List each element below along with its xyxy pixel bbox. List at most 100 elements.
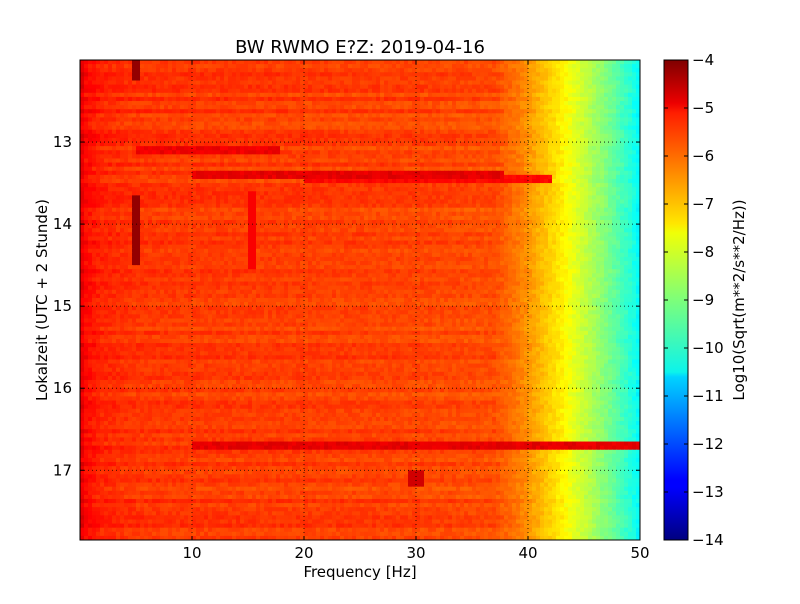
heatmap-cell — [504, 195, 509, 201]
heatmap-cell — [292, 84, 297, 90]
heatmap-cell — [276, 174, 281, 180]
heatmap-cell — [328, 84, 333, 90]
heatmap-cell — [212, 117, 217, 123]
heatmap-cell — [576, 166, 581, 172]
heatmap-cell — [236, 158, 241, 164]
heatmap-cell — [524, 60, 529, 65]
heatmap-cell — [272, 166, 277, 172]
heatmap-cell — [232, 80, 237, 86]
heatmap-cell — [456, 166, 461, 172]
heatmap-cell — [416, 150, 421, 155]
heatmap-cell — [432, 154, 437, 160]
heatmap-cell — [104, 150, 109, 155]
heatmap-cell — [212, 68, 217, 73]
heatmap-cell — [316, 129, 321, 135]
heatmap-cell — [264, 88, 269, 94]
heatmap-cell — [332, 154, 337, 160]
heatmap-cell — [584, 109, 589, 114]
heatmap-cell — [448, 76, 453, 82]
heatmap-cell — [536, 96, 541, 102]
heatmap-cell — [128, 170, 133, 176]
heatmap-cell — [228, 88, 233, 94]
heatmap-cell — [244, 92, 249, 98]
heatmap-cell — [140, 170, 145, 176]
heatmap-cell — [340, 125, 345, 131]
heatmap-cell — [108, 183, 113, 188]
heatmap-cell — [252, 125, 257, 131]
heatmap-cell — [148, 174, 153, 180]
heatmap-cell — [112, 84, 117, 90]
heatmap-cell — [176, 199, 181, 205]
heatmap-cell — [476, 162, 481, 168]
heatmap-cell — [328, 72, 333, 78]
heatmap-cell — [460, 183, 465, 188]
heatmap-cell — [312, 187, 317, 192]
heatmap-cell — [104, 203, 109, 209]
heatmap-cell — [168, 199, 173, 205]
heatmap-cell — [112, 96, 117, 102]
heatmap-cell — [524, 125, 529, 131]
heatmap-cell — [588, 129, 593, 135]
heatmap-cell — [116, 166, 121, 172]
heatmap-cell — [376, 101, 381, 106]
heatmap-cell — [584, 84, 589, 90]
heatmap-cell — [328, 88, 333, 94]
heatmap-cell — [540, 101, 545, 106]
heatmap-cell — [252, 191, 257, 196]
heatmap-cell — [628, 68, 633, 73]
heatmap-cell — [584, 133, 589, 139]
heatmap-cell — [484, 166, 489, 172]
heatmap-cell — [552, 170, 557, 176]
heatmap-cell — [144, 137, 149, 143]
heatmap-cell — [112, 101, 117, 106]
heatmap-cell — [496, 64, 501, 69]
heatmap-cell — [516, 154, 521, 160]
heatmap-cell — [92, 60, 97, 65]
heatmap-cell — [580, 199, 585, 205]
heatmap-cell — [520, 170, 525, 176]
heatmap-cell — [208, 158, 213, 164]
heatmap-cell — [312, 84, 317, 90]
heatmap-cell — [480, 88, 485, 94]
heatmap-cell — [312, 80, 317, 86]
heatmap-cell — [156, 146, 161, 151]
heatmap-cell — [516, 183, 521, 188]
heatmap-cell — [280, 68, 285, 73]
heatmap-cell — [352, 142, 357, 147]
heatmap-cell — [540, 178, 545, 184]
heatmap-cell — [628, 195, 633, 201]
heatmap-cell — [308, 187, 313, 192]
heatmap-cell — [448, 142, 453, 147]
heatmap-cell — [144, 195, 149, 201]
heatmap-cell — [636, 154, 640, 160]
heatmap-cell — [224, 162, 229, 168]
heatmap-cell — [500, 178, 505, 184]
heatmap-cell — [416, 170, 421, 176]
heatmap-cell — [616, 92, 621, 98]
heatmap-cell — [100, 72, 105, 78]
heatmap-cell — [200, 64, 205, 69]
heatmap-cell — [416, 158, 421, 164]
heatmap-cell — [460, 105, 465, 110]
heatmap-cell — [596, 68, 601, 73]
heatmap-cell — [224, 187, 229, 192]
heatmap-cell — [160, 142, 165, 147]
heatmap-cell — [584, 166, 589, 172]
heatmap-cell — [436, 142, 441, 147]
heatmap-cell — [236, 113, 241, 119]
heatmap-cell — [504, 178, 509, 184]
heatmap-cell — [372, 142, 377, 147]
heatmap-cell — [160, 84, 165, 90]
heatmap-cell — [452, 195, 457, 201]
heatmap-cell — [404, 191, 409, 196]
heatmap-cell — [620, 84, 625, 90]
heatmap-cell — [280, 162, 285, 168]
heatmap-cell — [540, 68, 545, 73]
heatmap-cell — [348, 203, 353, 209]
heatmap-cell — [92, 166, 97, 172]
heatmap-cell — [244, 154, 249, 160]
heatmap-cell — [616, 60, 621, 65]
heatmap-cell — [120, 68, 125, 73]
heatmap-cell — [480, 113, 485, 119]
heatmap-cell — [332, 76, 337, 82]
